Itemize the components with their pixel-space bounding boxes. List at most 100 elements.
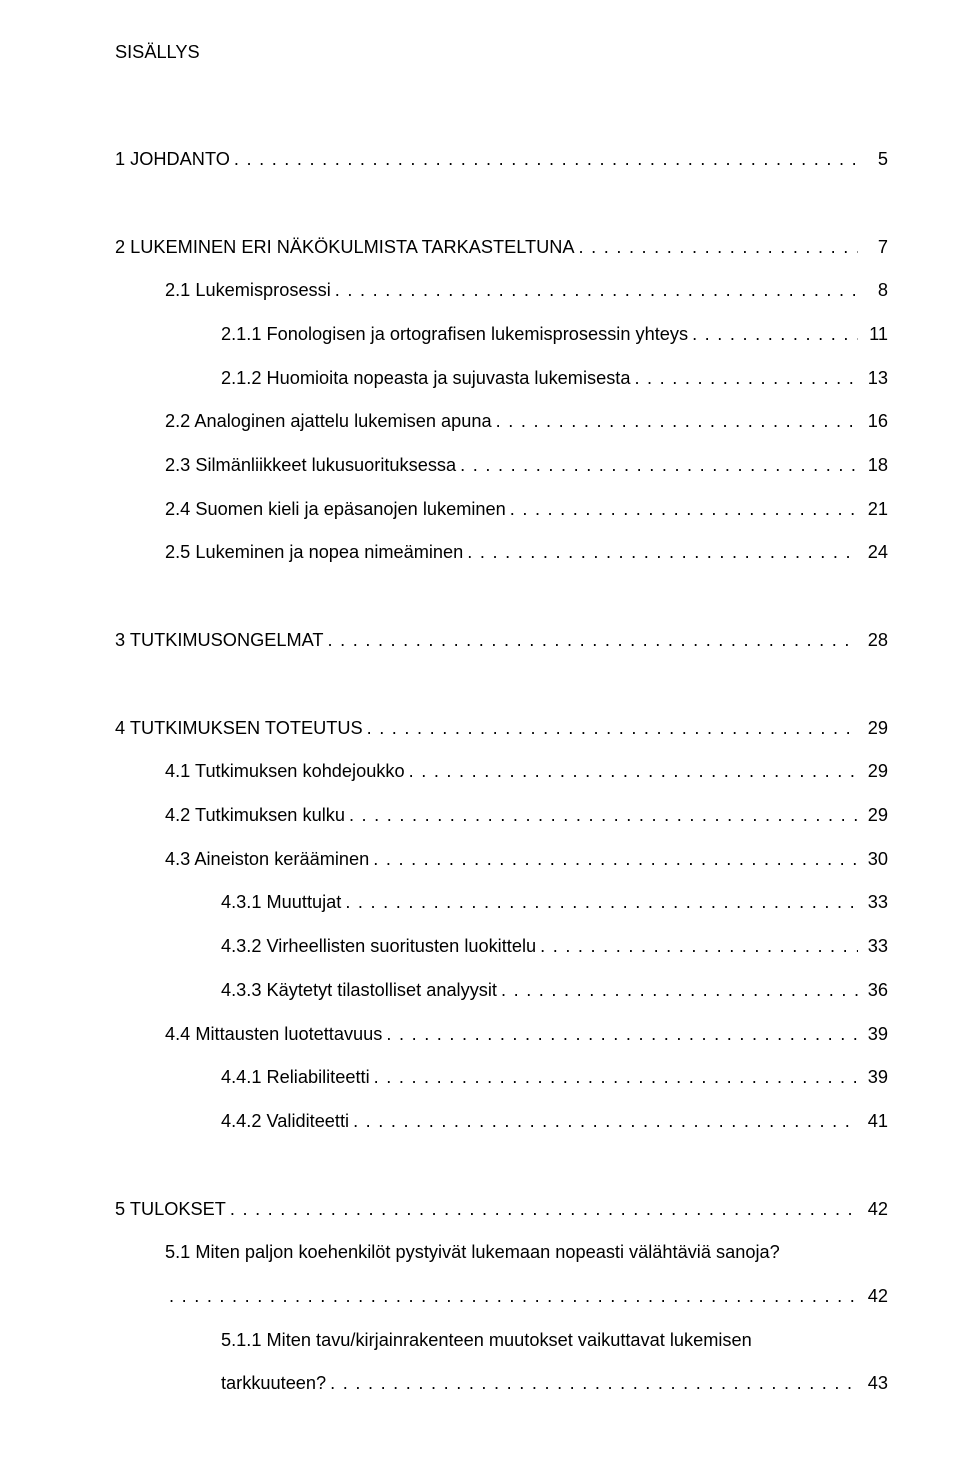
toc-label: 5.1.1 Miten tavu/kirjainrakenteen muutok…	[221, 1330, 752, 1350]
toc-entry: 2.5 Lukeminen ja nopea nimeäminen 24	[115, 531, 888, 575]
toc-dots	[341, 881, 858, 925]
toc-label: 4 TUTKIMUKSEN TOTEUTUS	[115, 707, 363, 751]
toc-label: 2.2 Analoginen ajattelu lukemisen apuna	[165, 400, 492, 444]
toc-page: 18	[858, 444, 888, 488]
spacer	[115, 94, 888, 138]
toc-entry-wrapped: 5.1 Miten paljon koehenkilöt pystyivät l…	[115, 1231, 888, 1275]
toc-entry: 2.1 Lukemisprosessi 8	[115, 269, 888, 313]
toc-dots	[456, 444, 858, 488]
toc-entry-wrapped: 5.1.1 Miten tavu/kirjainrakenteen muutok…	[115, 1319, 888, 1363]
toc-label: 2.5 Lukeminen ja nopea nimeäminen	[165, 531, 463, 575]
toc-page: 5	[858, 138, 888, 182]
toc-page: 29	[858, 750, 888, 794]
toc-title: SISÄLLYS	[115, 42, 888, 64]
toc-page: 41	[858, 1100, 888, 1144]
toc-label: 2.3 Silmänliikkeet lukusuorituksessa	[165, 444, 456, 488]
toc-dots	[369, 838, 858, 882]
toc-entry: 4.3.2 Virheellisten suoritusten luokitte…	[115, 925, 888, 969]
toc-label: 5 TULOKSET	[115, 1188, 226, 1232]
toc-page: 39	[858, 1056, 888, 1100]
spacer	[115, 663, 888, 707]
toc-dots	[536, 925, 858, 969]
toc-label: 4.3.1 Muuttujat	[221, 881, 341, 925]
spacer	[115, 575, 888, 619]
toc-dots	[492, 400, 858, 444]
toc-page: 42	[858, 1275, 888, 1319]
toc-label: 3 TUTKIMUSONGELMAT	[115, 619, 324, 663]
toc-entry: 2.2 Analoginen ajattelu lukemisen apuna 1…	[115, 400, 888, 444]
toc-entry: 4.4.2 Validiteetti 41	[115, 1100, 888, 1144]
toc-entry: 2 LUKEMINEN ERI NÄKÖKULMISTA TARKASTELTU…	[115, 226, 888, 270]
toc-entry: 4.3.3 Käytetyt tilastolliset analyysit 36	[115, 969, 888, 1013]
toc-dots	[688, 313, 858, 357]
spacer	[115, 1144, 888, 1188]
toc-dots	[326, 1362, 858, 1406]
toc-entry: 4.1 Tutkimuksen kohdejoukko 29	[115, 750, 888, 794]
toc-label: 2.1.1 Fonologisen ja ortografisen lukemi…	[221, 313, 688, 357]
toc-entry: 1 JOHDANTO 5	[115, 138, 888, 182]
toc-entry: 2.3 Silmänliikkeet lukusuorituksessa 18	[115, 444, 888, 488]
toc-label: 4.4.2 Validiteetti	[221, 1100, 349, 1144]
toc-page: 11	[858, 313, 888, 357]
toc-label: 5.1 Miten paljon koehenkilöt pystyivät l…	[165, 1242, 780, 1262]
toc-page: 33	[858, 925, 888, 969]
toc-dots	[345, 794, 858, 838]
toc-dots	[370, 1056, 858, 1100]
toc-entry: 4 TUTKIMUKSEN TOTEUTUS 29	[115, 707, 888, 751]
toc-page: 29	[858, 707, 888, 751]
toc-label: 2.4 Suomen kieli ja epäsanojen lukeminen	[165, 488, 506, 532]
toc-label: 4.4 Mittausten luotettavuus	[165, 1013, 382, 1057]
toc-page: 33	[858, 881, 888, 925]
toc-entry: 2.1.2 Huomioita nopeasta ja sujuvasta lu…	[115, 357, 888, 401]
toc-dots	[575, 226, 858, 270]
spacer	[115, 182, 888, 226]
toc-entry: 4.4 Mittausten luotettavuus 39	[115, 1013, 888, 1057]
toc-page: 29	[858, 794, 888, 838]
toc-dots	[324, 619, 858, 663]
toc-page: 21	[858, 488, 888, 532]
toc-dots	[230, 138, 858, 182]
toc-dots	[463, 531, 858, 575]
toc-page: 43	[858, 1362, 888, 1406]
toc-entry: 4.2 Tutkimuksen kulku 29	[115, 794, 888, 838]
toc-dots	[497, 969, 858, 1013]
toc-entry: 4.4.1 Reliabiliteetti 39	[115, 1056, 888, 1100]
toc-page: 8	[858, 269, 888, 313]
toc-page: 30	[858, 838, 888, 882]
toc-label: 4.3.3 Käytetyt tilastolliset analyysit	[221, 969, 497, 1013]
toc-entry: 42	[115, 1275, 888, 1319]
toc-page: 39	[858, 1013, 888, 1057]
toc-dots	[382, 1013, 858, 1057]
toc-entry: 4.3.1 Muuttujat 33	[115, 881, 888, 925]
toc-page: 24	[858, 531, 888, 575]
toc-entry: 3 TUTKIMUSONGELMAT 28	[115, 619, 888, 663]
toc-page: 36	[858, 969, 888, 1013]
toc-page: 13	[858, 357, 888, 401]
toc-dots	[630, 357, 858, 401]
toc-list: 1 JOHDANTO 5 2 LUKEMINEN ERI NÄKÖKULMISTA …	[115, 138, 888, 1231]
toc-label: 2.1.2 Huomioita nopeasta ja sujuvasta lu…	[221, 357, 630, 401]
toc-dots	[165, 1275, 858, 1319]
toc-dots	[506, 488, 858, 532]
toc-entry: 4.3 Aineiston kerääminen 30	[115, 838, 888, 882]
toc-dots	[349, 1100, 858, 1144]
toc-page: 16	[858, 400, 888, 444]
toc-dots	[363, 707, 858, 751]
toc-label: 2.1 Lukemisprosessi	[165, 269, 331, 313]
toc-dots	[405, 750, 858, 794]
toc-label: 4.3.2 Virheellisten suoritusten luokitte…	[221, 925, 536, 969]
toc-page: 7	[858, 226, 888, 270]
toc-label: 4.1 Tutkimuksen kohdejoukko	[165, 750, 405, 794]
toc-entry: 5 TULOKSET 42	[115, 1188, 888, 1232]
toc-label: 4.3 Aineiston kerääminen	[165, 838, 369, 882]
toc-entry: 2.1.1 Fonologisen ja ortografisen lukemi…	[115, 313, 888, 357]
toc-label: 4.4.1 Reliabiliteetti	[221, 1056, 370, 1100]
toc-page: 28	[858, 619, 888, 663]
toc-label: 2 LUKEMINEN ERI NÄKÖKULMISTA TARKASTELTU…	[115, 226, 575, 270]
toc-label: tarkkuuteen?	[221, 1362, 326, 1406]
toc-label: 4.2 Tutkimuksen kulku	[165, 794, 345, 838]
toc-dots	[331, 269, 858, 313]
toc-page: 42	[858, 1188, 888, 1232]
toc-label: 1 JOHDANTO	[115, 138, 230, 182]
toc-dots	[226, 1188, 858, 1232]
